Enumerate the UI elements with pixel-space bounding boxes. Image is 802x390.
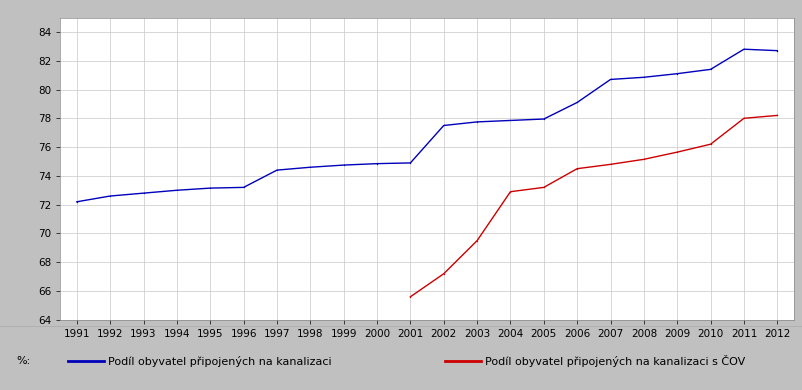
Text: %:: %: [16,356,30,366]
Text: Podíl obyvatel připojených na kanalizaci: Podíl obyvatel připojených na kanalizaci [108,356,332,367]
Text: Podíl obyvatel připojených na kanalizaci s ČOV: Podíl obyvatel připojených na kanalizaci… [485,355,746,367]
